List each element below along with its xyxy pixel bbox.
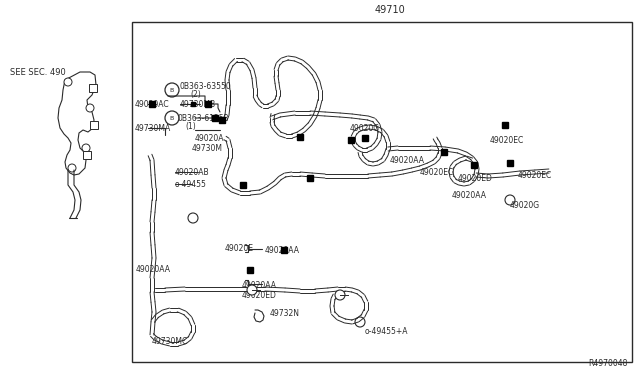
- Text: 0B363-63550: 0B363-63550: [180, 81, 232, 90]
- Text: 49020AA: 49020AA: [242, 280, 277, 289]
- Text: 49020AA: 49020AA: [136, 266, 171, 275]
- Text: 0B363-61258: 0B363-61258: [178, 113, 229, 122]
- Circle shape: [64, 78, 72, 86]
- Bar: [83, 151, 91, 159]
- Text: 49020ED: 49020ED: [242, 292, 277, 301]
- Text: 49730MA: 49730MA: [135, 124, 172, 132]
- Text: 49020ED: 49020ED: [458, 173, 493, 183]
- Text: 49020G: 49020G: [350, 124, 380, 132]
- Circle shape: [86, 104, 94, 112]
- Text: 49020EC: 49020EC: [420, 167, 454, 176]
- Circle shape: [247, 285, 257, 295]
- Circle shape: [335, 290, 345, 300]
- Text: 49020E: 49020E: [225, 244, 254, 253]
- Text: B: B: [170, 87, 174, 93]
- Text: 49730MB: 49730MB: [180, 99, 216, 109]
- Text: 49730MC: 49730MC: [152, 337, 188, 346]
- Text: 49710: 49710: [374, 5, 405, 15]
- Bar: [89, 84, 97, 92]
- Text: o-49455: o-49455: [175, 180, 207, 189]
- Text: 49020AB: 49020AB: [175, 167, 210, 176]
- Text: 49020EC: 49020EC: [490, 135, 524, 144]
- Text: SEE SEC. 490: SEE SEC. 490: [10, 68, 66, 77]
- Text: 49020EC: 49020EC: [518, 170, 552, 180]
- Text: 49020AA: 49020AA: [452, 190, 487, 199]
- Text: B: B: [170, 115, 174, 121]
- Circle shape: [68, 164, 76, 172]
- Text: 49020G: 49020G: [510, 201, 540, 209]
- Text: 49732N: 49732N: [270, 310, 300, 318]
- Text: o-49455+A: o-49455+A: [365, 327, 408, 337]
- Circle shape: [82, 144, 90, 152]
- Bar: [132, 22, 632, 362]
- Text: 49020AC: 49020AC: [135, 99, 170, 109]
- Text: 49020AA: 49020AA: [390, 155, 425, 164]
- Text: R4970048: R4970048: [589, 359, 628, 368]
- Text: 49020AA: 49020AA: [265, 246, 300, 254]
- Text: (1): (1): [185, 122, 196, 131]
- Text: (2): (2): [190, 90, 201, 99]
- Text: 49020A: 49020A: [195, 134, 225, 142]
- Bar: [90, 121, 98, 129]
- Text: 49730M: 49730M: [192, 144, 223, 153]
